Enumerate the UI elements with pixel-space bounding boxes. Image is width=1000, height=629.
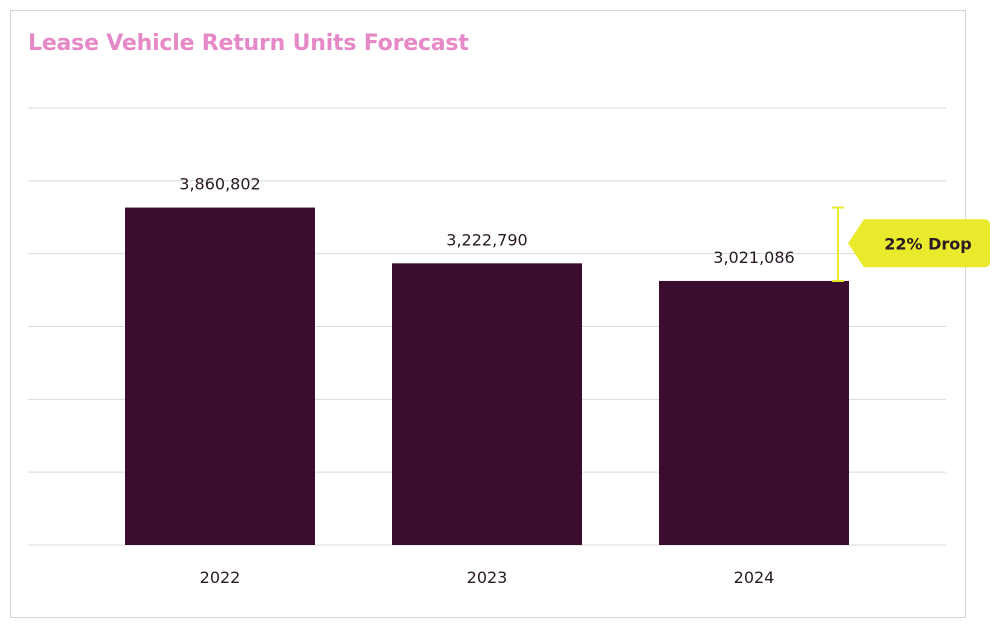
data-label-2024: 3,021,086 <box>713 248 794 267</box>
data-labels: 3,860,802 3,222,790 3,021,086 <box>179 175 794 267</box>
x-tick-2022: 2022 <box>200 568 241 587</box>
x-tick-labels: 2022 2023 2024 <box>200 568 775 587</box>
bar-2023 <box>392 263 582 545</box>
data-label-2022: 3,860,802 <box>179 175 260 194</box>
bar-2022 <box>125 207 315 545</box>
callout-badge <box>848 219 990 268</box>
drop-annotation: 22% Drop <box>832 206 990 282</box>
bars <box>125 207 849 545</box>
x-tick-2024: 2024 <box>734 568 775 587</box>
bar-2024 <box>659 280 849 545</box>
chart-title: Lease Vehicle Return Units Forecast <box>28 31 469 56</box>
data-label-2023: 3,222,790 <box>446 230 527 249</box>
x-tick-2023: 2023 <box>467 568 508 587</box>
callout-text: 22% Drop <box>884 234 971 253</box>
